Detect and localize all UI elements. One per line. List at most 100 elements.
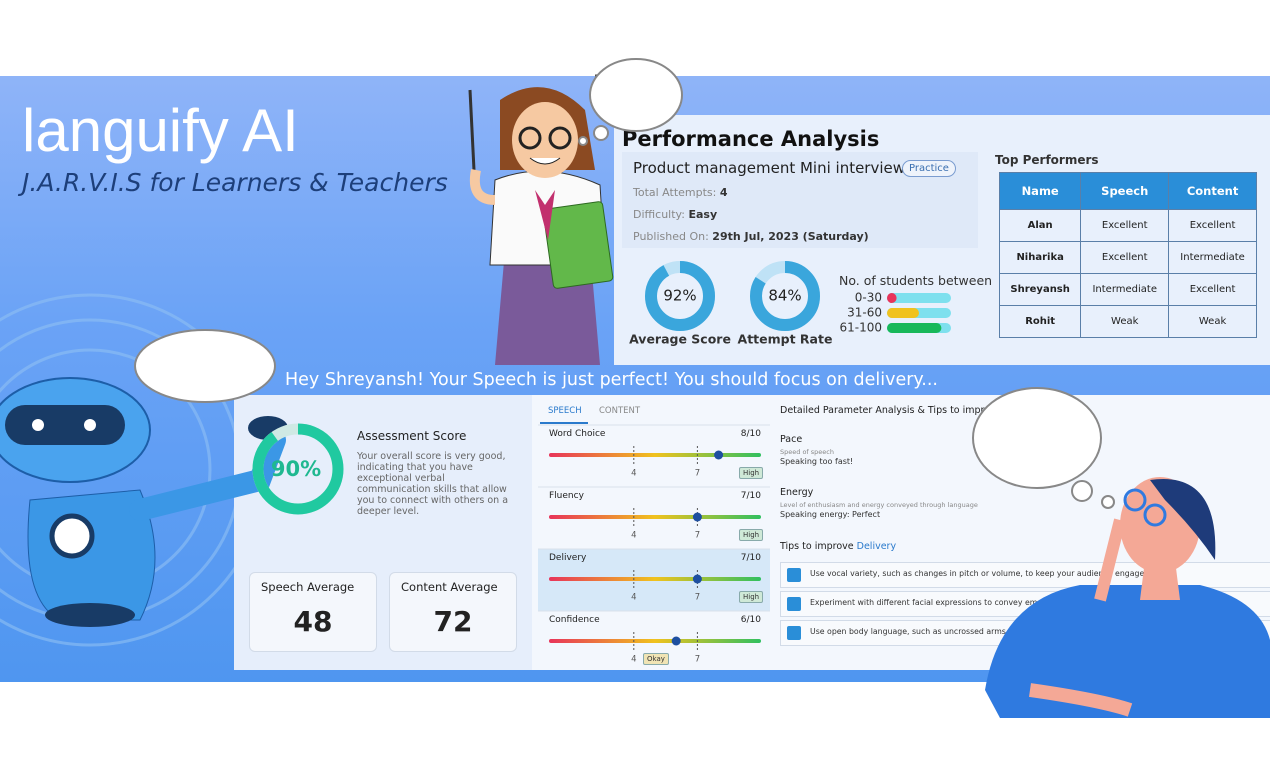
table-cell: Niharika [998, 241, 1082, 274]
slider-track [549, 639, 761, 643]
teacher-illustration [468, 87, 614, 365]
slider-marker [692, 574, 702, 584]
detail-sub: Level of enthusiasm and energy conveyed … [780, 501, 978, 509]
detail-row: Difficulty: Easy [633, 208, 717, 221]
table-cell: Excellent [1080, 241, 1170, 274]
parameter-score: 6/10 [740, 615, 761, 625]
tip-text: Experiment with different facial express… [810, 598, 1090, 607]
bubble-text: Languify [606, 95, 666, 109]
interview-title: Product management Mini interview. [633, 159, 909, 177]
detail-note: Speaking too fast! [780, 457, 854, 466]
parameter-badge: High [739, 529, 764, 541]
parameter-name: Confidence [549, 615, 600, 625]
tip-icon [787, 597, 801, 611]
parameter-name: Delivery [549, 553, 587, 563]
range-bar [887, 323, 942, 333]
table-cell: Shreyansh [998, 273, 1082, 306]
header-cell: Speech [1080, 172, 1170, 210]
tip-icon [787, 568, 801, 582]
range-bar [887, 308, 919, 318]
header-cell: Content [1168, 172, 1257, 210]
bubble-text: Thank you [595, 73, 677, 89]
parameter-name: Word Choice [549, 429, 606, 439]
detail-label: Difficulty: [633, 208, 685, 221]
detail-row: Total Attempts: 4 [633, 186, 728, 199]
tip-row: Use vocal variety, such as changes in pi… [780, 562, 1270, 588]
detail-label: Total Attempts: [633, 186, 717, 199]
detail-label: Published On: [633, 230, 709, 243]
bubble-text: you all! [173, 371, 237, 389]
range-label: 0-30 [855, 291, 882, 305]
range-track [887, 293, 951, 303]
average-card: Content Average 72 [389, 572, 517, 652]
performance-title: Performance Analysis [622, 127, 880, 151]
tip-icon [787, 626, 801, 640]
average-card: Speech Average 48 [249, 572, 377, 652]
range-label: 61-100 [839, 321, 882, 335]
detail-name: Pace [780, 434, 803, 445]
detail-value: Easy [688, 208, 718, 221]
slider-marker [671, 636, 681, 646]
slider-track [549, 453, 761, 457]
tips-heading: Tips to improve Delivery [780, 541, 896, 552]
parameter-name: Fluency [549, 491, 584, 501]
detail-row: Published On: 29th Jul, 2023 (Saturday) [633, 230, 869, 243]
ring-label: 92% [663, 287, 696, 305]
performers-table: Name Speech Content Alan Excellent Excellent N… [998, 172, 1257, 338]
slider-track [549, 577, 761, 581]
table-cell: Weak [1168, 305, 1257, 338]
parameter-badge: Okay [643, 653, 669, 665]
table-cell: Excellent [1168, 273, 1257, 306]
practice-badge: Practice [902, 160, 956, 177]
tip-row: Use open body language, such as uncrosse… [780, 620, 1270, 646]
table-cell: Rohit [998, 305, 1082, 338]
average-value: 72 [433, 605, 473, 638]
tips-title: Tips to improve [780, 541, 854, 552]
slider-tick-label: 7 [695, 593, 700, 603]
parameter-badge: High [739, 591, 764, 603]
slider-tick-label: 4 [631, 655, 636, 665]
header-cell: Name [998, 172, 1082, 210]
slider-marker [692, 512, 702, 522]
brand-name: languify AI [22, 97, 299, 164]
average-label: Speech Average [261, 580, 355, 594]
table-cell: Alan [998, 209, 1082, 242]
table-cell: Intermediate [1080, 273, 1170, 306]
tip-text: Use vocal variety, such as changes in pi… [810, 569, 1152, 578]
parameter-score: 7/10 [740, 491, 761, 501]
slider-tick-label: 4 [631, 469, 636, 479]
range-bar [887, 293, 897, 303]
assessment-description: Your overall score is very good, indicat… [357, 451, 509, 517]
robot-illustration [0, 377, 288, 627]
range-label: 31-60 [847, 306, 882, 320]
ring-caption: Average Score [629, 332, 731, 347]
detail-note: Speaking energy: Perfect [780, 510, 881, 519]
tips-topic: Delivery [856, 541, 897, 552]
detail-name: Energy [780, 487, 814, 498]
ring-caption: Attempt Rate [738, 332, 833, 347]
bubble-text: Languify AI!! [989, 442, 1085, 457]
assessment-title: Assessment Score [357, 429, 467, 443]
tip-row: Experiment with different facial express… [780, 591, 1270, 617]
ring-value [252, 423, 344, 515]
top-performers-title: Top Performers [995, 153, 1099, 167]
table-cell: Excellent [1080, 209, 1170, 242]
ring-value [645, 261, 715, 331]
parameter-score: 7/10 [740, 553, 761, 563]
bubble-text: Let me help [148, 346, 262, 366]
detail-value: 29th Jul, 2023 (Saturday) [712, 230, 869, 243]
table-cell: Excellent [1168, 209, 1257, 242]
slider-track [549, 515, 761, 519]
students-title: No. of students between [839, 273, 993, 288]
slider-tick-label: 7 [695, 469, 700, 479]
brand-tagline: J.A.R.V.I.S for Learners & Teachers [22, 168, 448, 197]
tip-text: Use open body language, such as uncrosse… [810, 627, 1024, 636]
slider-tick-label: 7 [695, 531, 700, 541]
average-value: 48 [293, 605, 333, 638]
parameter-badge: High [739, 467, 764, 479]
average-label: Content Average [401, 580, 498, 594]
ring-label: 84% [768, 287, 801, 305]
banner-text: Hey Shreyansh! Your Speech is just perfe… [285, 370, 938, 390]
